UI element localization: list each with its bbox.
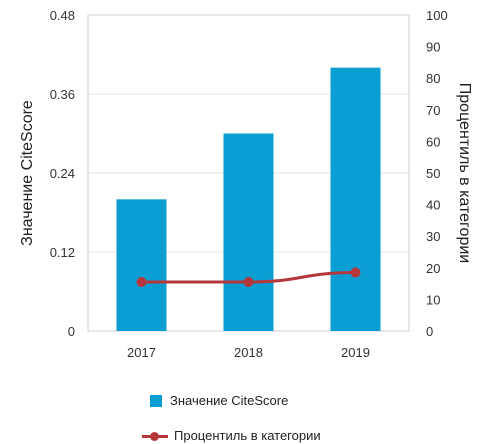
y-tick-label: 0.12 <box>50 245 75 260</box>
x-axis-ticks: 2017 2018 2019 <box>127 345 370 360</box>
y-tick-label: 0.48 <box>50 8 75 23</box>
y-tick-label: 0 <box>68 324 75 339</box>
legend-label-citescore: Значение CiteScore <box>170 393 289 408</box>
legend-item-percentile[interactable]: Процентиль в категории <box>142 428 321 443</box>
y2-tick-label: 0 <box>426 324 433 339</box>
bar-series <box>116 67 381 332</box>
y2-tick-label: 40 <box>426 198 440 213</box>
chart: 0 0.12 0.24 0.36 0.48 0 10 20 30 40 50 60 70 80 90 100… <box>19 8 473 360</box>
y2-tick-label: 60 <box>426 134 440 149</box>
legend-label-percentile: Процентиль в категории <box>174 428 321 443</box>
percentile-point-2017[interactable] <box>136 277 147 288</box>
legend-item-citescore[interactable]: Значение CiteScore <box>150 393 288 408</box>
bar-2018[interactable] <box>223 133 274 332</box>
right-axis-ticks: 0 10 20 30 40 50 60 70 80 90 100 <box>426 8 448 339</box>
bar-2017[interactable] <box>116 199 167 331</box>
y2-tick-label: 90 <box>426 40 440 55</box>
y2-tick-label: 80 <box>426 71 440 86</box>
y2-tick-label: 20 <box>426 261 440 276</box>
y2-tick-label: 100 <box>426 8 448 23</box>
right-axis-title: Процентиль в категории <box>456 83 473 263</box>
line-series <box>136 267 361 288</box>
percentile-point-2018[interactable] <box>243 277 254 288</box>
y2-tick-label: 70 <box>426 103 440 118</box>
bar-2019[interactable] <box>330 67 381 332</box>
x-tick-label: 2018 <box>234 345 263 360</box>
y2-tick-label: 30 <box>426 229 440 244</box>
y2-tick-label: 10 <box>426 292 440 307</box>
legend-swatch-line <box>142 430 168 442</box>
left-axis-ticks: 0 0.12 0.24 0.36 0.48 <box>50 8 75 339</box>
x-tick-label: 2017 <box>127 345 156 360</box>
percentile-point-2019[interactable] <box>350 267 361 278</box>
x-tick-label: 2019 <box>341 345 370 360</box>
y-tick-label: 0.36 <box>50 87 75 102</box>
y-tick-label: 0.24 <box>50 166 75 181</box>
left-axis-title: Значение CiteScore <box>19 100 36 246</box>
legend-swatch-bar <box>150 394 162 407</box>
y2-tick-label: 50 <box>426 166 440 181</box>
